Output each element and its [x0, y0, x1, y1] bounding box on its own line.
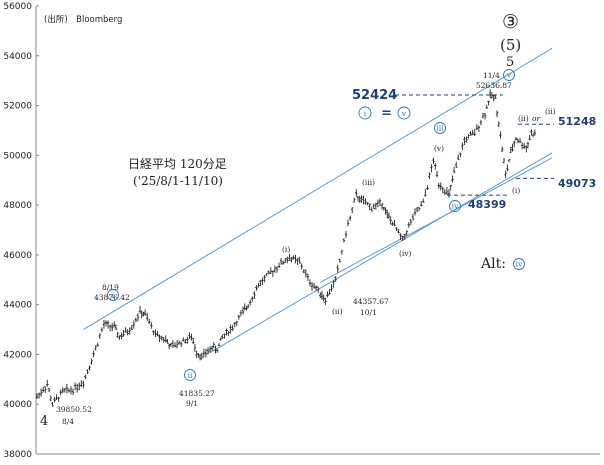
circle-iv-label: iv	[449, 200, 461, 212]
circle-i-label-left: i	[107, 289, 119, 301]
level-48399-label: 48399	[468, 198, 506, 211]
chart-title: 日経平均 120分足	[128, 157, 227, 171]
wave-5-paren-label: (5)	[500, 36, 521, 54]
wave-ii-paren-label: (ii)	[332, 307, 343, 316]
y-tick-label: 38000	[3, 450, 32, 460]
svg-text:iv: iv	[452, 202, 459, 211]
circle-ii-label: ii	[184, 369, 196, 381]
price-series	[35, 89, 537, 407]
y-tick-label: 40000	[3, 400, 32, 410]
equal-sign: =	[381, 106, 392, 121]
y-tick-label: 44000	[3, 301, 32, 311]
channel-upper-line	[83, 47, 553, 330]
level-51248-label: 51248	[558, 115, 596, 128]
svg-text:iv: iv	[516, 260, 523, 269]
wave-iv-paren-label: (iv)	[399, 249, 412, 258]
wave-ii-small-label: (ii)	[518, 114, 529, 123]
circle-i-label-eq: i	[358, 106, 372, 120]
circle-v-label-top: v	[503, 69, 515, 81]
svg-text:iii: iii	[436, 124, 444, 133]
annotation-low-1001-price: 44357.67	[353, 297, 389, 306]
wave-iii-paren-label: (iii)	[362, 178, 375, 187]
y-tick-label: 46000	[3, 251, 32, 261]
svg-text:v: v	[506, 71, 512, 80]
wave-3-circled-label: ③	[502, 11, 519, 33]
level-52424-label: 52424	[352, 88, 397, 103]
price-levels: 52424 51248 49073 48399	[352, 88, 596, 211]
circle-iii-label: iii	[434, 122, 446, 134]
wave-i-small-label: (i)	[512, 186, 520, 195]
annotation-high-1104-date: 11/4	[483, 71, 500, 80]
y-tick-label: 42000	[3, 350, 32, 360]
annotation-high-0819-price: 43876.42	[94, 293, 130, 302]
svg-text:i: i	[364, 109, 367, 118]
channel-mid-line	[206, 152, 553, 355]
circle-v-label-eq: v	[397, 106, 411, 120]
alt-label: Alt:	[480, 256, 506, 272]
wave-v-paren-label: (v)	[434, 144, 444, 153]
wave-or-label: or	[532, 114, 541, 123]
channel-lower-line	[320, 157, 553, 283]
source-label: (出所) Bloomberg	[44, 14, 122, 25]
y-tick-label: 50000	[3, 151, 32, 161]
annotation-low-0901-price: 41835.27	[179, 389, 215, 398]
annotation-high-0819-date: 8/19	[102, 283, 119, 292]
y-tick-labels: 38000 40000 42000 44000 46000 48000 50000 52000…	[3, 2, 39, 460]
wave-ii-small2-label: (ii)	[545, 107, 556, 116]
annotation-low-0901-date: 9/1	[186, 399, 198, 408]
y-tick-label: 54000	[3, 52, 32, 62]
y-tick-label: 48000	[3, 201, 32, 211]
y-tick-label: 52000	[3, 102, 32, 112]
circle-iv-alt-label: iv	[513, 258, 525, 270]
annotation-low-1001-date: 10/1	[360, 308, 377, 317]
annotation-high-1104-price: 52636.87	[476, 81, 512, 90]
svg-text:i: i	[112, 291, 115, 300]
wave-5-label: 5	[506, 55, 514, 70]
wave-4-label: 4	[40, 414, 48, 429]
chart-subtitle: ('25/8/1-11/10)	[133, 174, 223, 188]
wave-i-paren-label: (i)	[282, 245, 290, 254]
svg-text:ii: ii	[188, 371, 193, 380]
annotation-low-0804-price: 39850.52	[56, 405, 92, 414]
level-49073-label: 49073	[558, 177, 596, 190]
annotation-low-0804-date: 8/4	[62, 417, 74, 426]
y-tick-label: 56000	[3, 2, 32, 12]
svg-text:v: v	[401, 109, 407, 118]
